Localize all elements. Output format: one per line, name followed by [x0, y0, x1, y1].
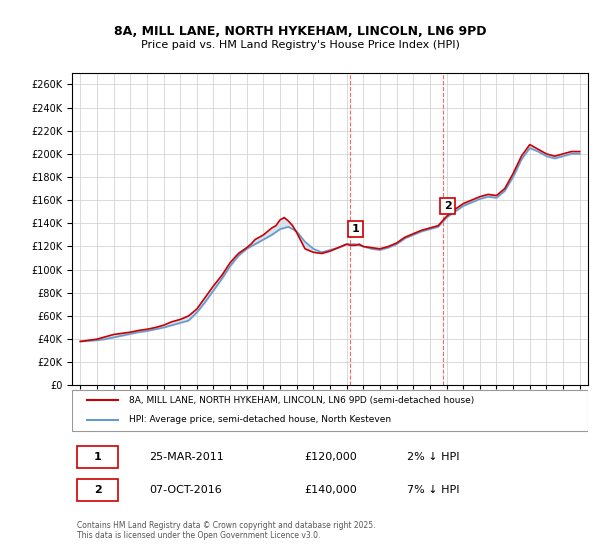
Text: 7% ↓ HPI: 7% ↓ HPI	[407, 485, 460, 495]
Text: 1: 1	[94, 452, 101, 461]
Text: Contains HM Land Registry data © Crown copyright and database right 2025.
This d: Contains HM Land Registry data © Crown c…	[77, 521, 376, 540]
Text: 8A, MILL LANE, NORTH HYKEHAM, LINCOLN, LN6 9PD (semi-detached house): 8A, MILL LANE, NORTH HYKEHAM, LINCOLN, L…	[129, 396, 474, 405]
Text: HPI: Average price, semi-detached house, North Kesteven: HPI: Average price, semi-detached house,…	[129, 415, 391, 424]
Text: 1: 1	[352, 224, 359, 234]
Text: 25-MAR-2011: 25-MAR-2011	[149, 452, 224, 461]
FancyBboxPatch shape	[77, 446, 118, 468]
Text: 8A, MILL LANE, NORTH HYKEHAM, LINCOLN, LN6 9PD: 8A, MILL LANE, NORTH HYKEHAM, LINCOLN, L…	[114, 25, 486, 38]
Text: £140,000: £140,000	[304, 485, 357, 495]
Text: Price paid vs. HM Land Registry's House Price Index (HPI): Price paid vs. HM Land Registry's House …	[140, 40, 460, 50]
FancyBboxPatch shape	[72, 390, 588, 431]
Text: 2: 2	[94, 485, 101, 495]
Text: 07-OCT-2016: 07-OCT-2016	[149, 485, 222, 495]
Text: £120,000: £120,000	[304, 452, 357, 461]
FancyBboxPatch shape	[77, 479, 118, 501]
Text: 2% ↓ HPI: 2% ↓ HPI	[407, 452, 460, 461]
Text: 2: 2	[444, 201, 452, 211]
